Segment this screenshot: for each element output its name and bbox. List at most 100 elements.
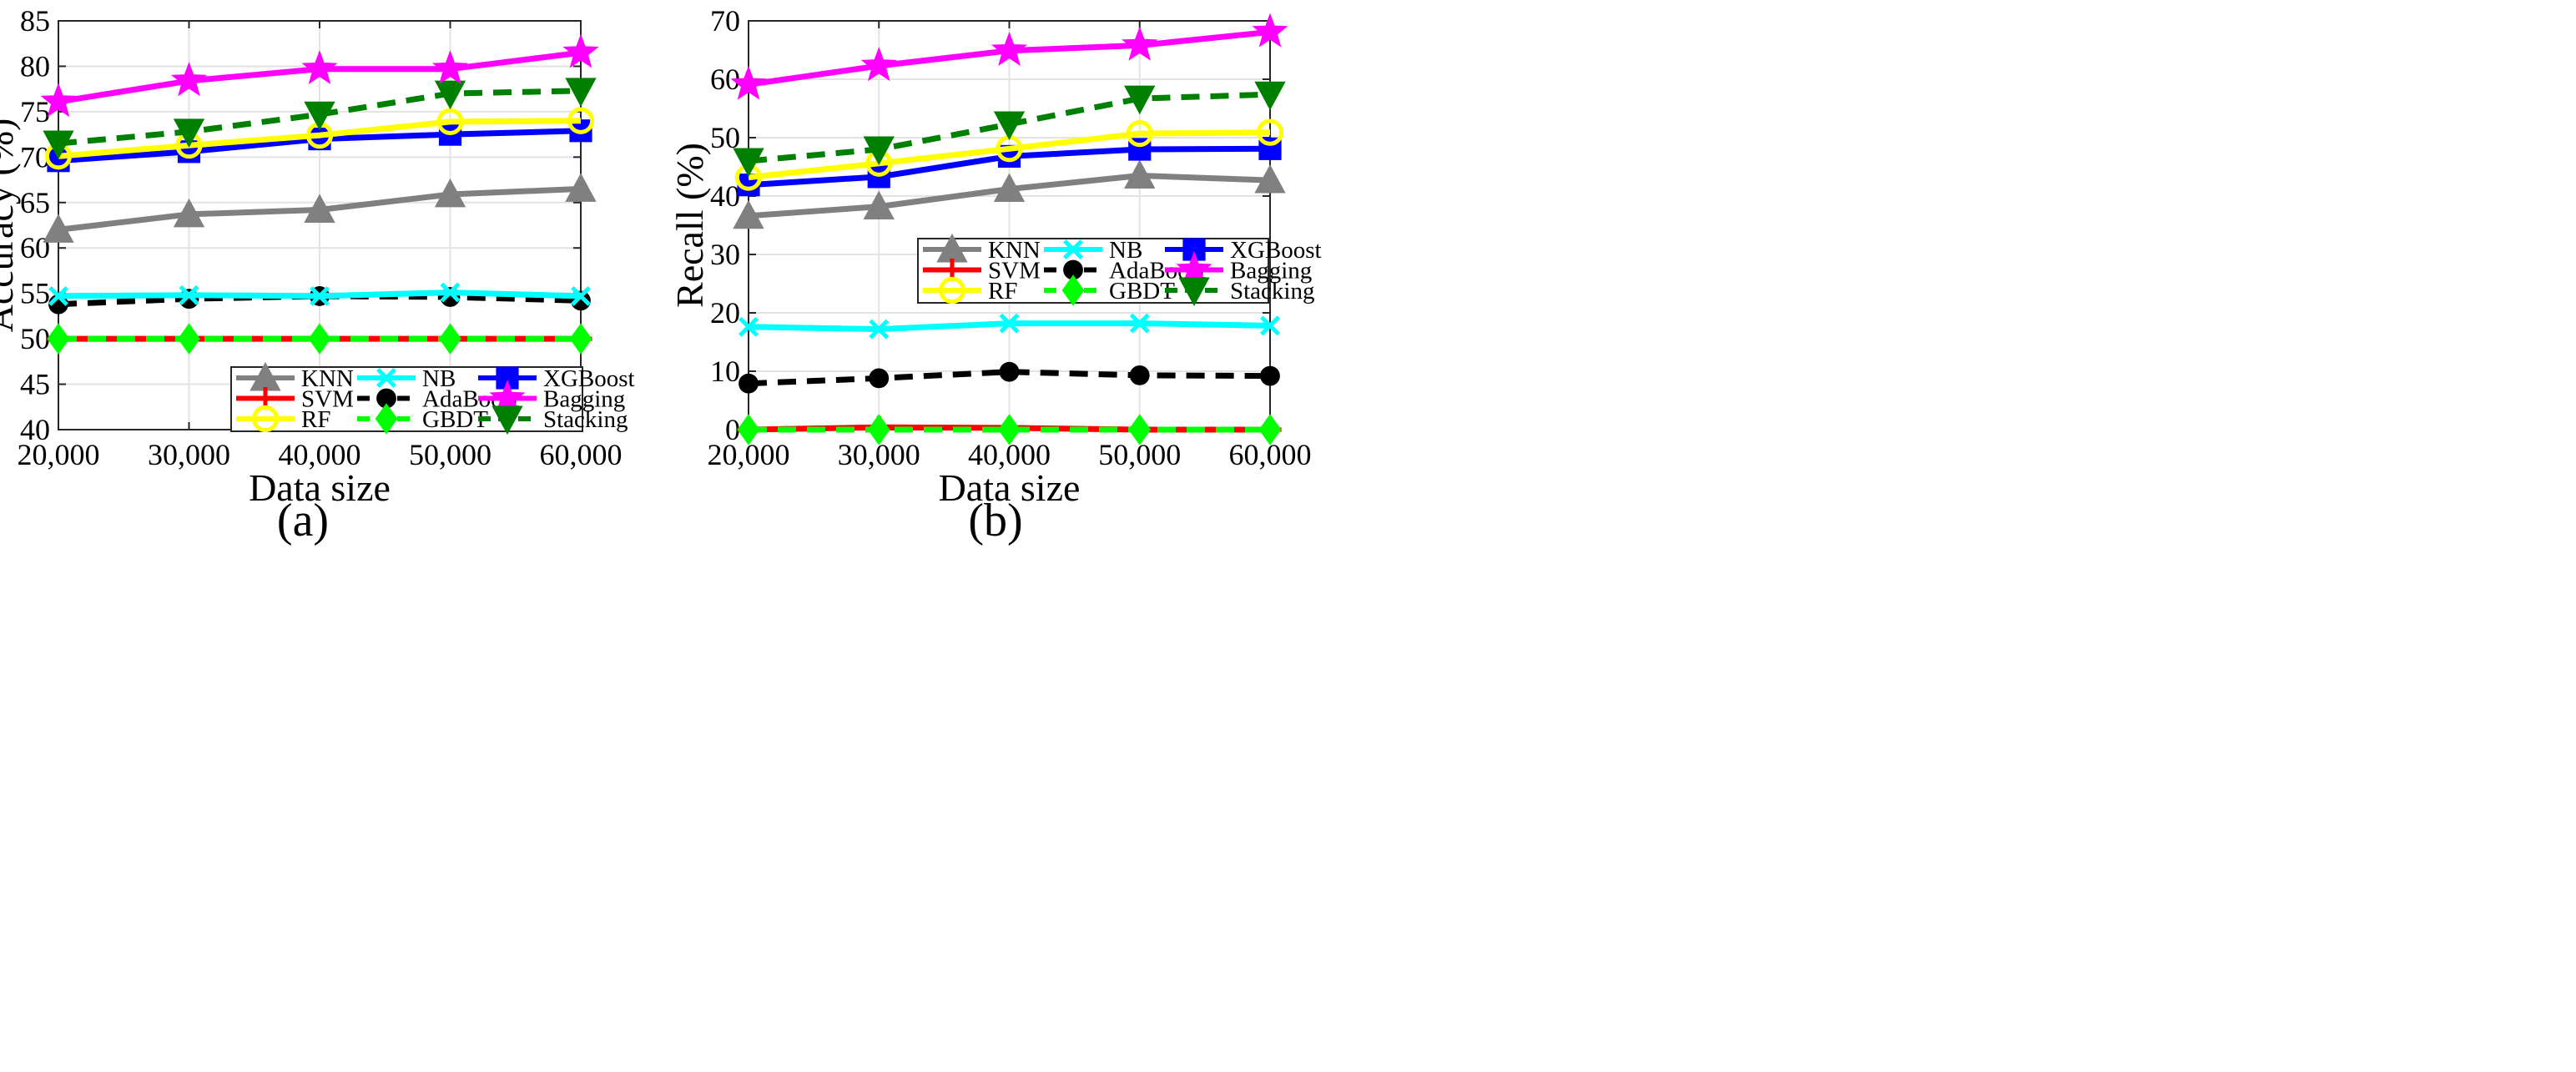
series-bagging [40,33,599,118]
legend-label-bagging: Bagging [1230,258,1312,284]
point-bagging [991,31,1028,67]
point-gbdt [1258,414,1282,445]
legend-item-svm: SVM [236,386,354,413]
y-tick-label: 10 [710,355,740,388]
point-knn [1124,159,1156,189]
legend-label-rf: RF [301,406,330,433]
point-knn [565,173,597,202]
legend-marker-gbdt [375,403,398,435]
point-rf [1256,118,1284,146]
series-line-rf [748,129,1271,181]
point-adaboost [869,368,890,389]
point-nb [440,282,461,303]
legend-label-bagging: Bagging [543,386,625,413]
point-rf [567,107,595,134]
point-stacking [173,118,205,148]
y-tick-label: 65 [20,186,50,219]
legend-marker-nb [376,368,396,388]
series-nb [739,313,1280,340]
y-tick-label: 70 [710,4,740,38]
legend-marker-bagging [1176,250,1212,285]
point-bagging [730,65,767,100]
point-knn [733,199,764,229]
y-tick-label: 85 [20,4,50,38]
point-rf [1126,120,1153,148]
legend-item-rf: RF [923,276,1017,304]
legend-marker-rf [251,405,280,433]
legend-label-gbdt: GBDT [1109,278,1175,304]
x-tick-label: 60,000 [540,438,623,471]
legend-label-knn: KNN [988,237,1041,264]
legend-marker-nb [1063,239,1083,259]
point-stacking [304,101,335,131]
legend-marker-stacking [1178,277,1210,307]
point-nb [1260,315,1280,336]
x-axis-label: Data size [249,466,391,509]
y-tick-label: 40 [20,413,50,446]
point-gbdt [47,323,70,355]
point-nb [571,285,591,306]
point-stacking [1124,85,1156,115]
legend-label-rf: RF [988,278,1017,304]
point-nb [179,284,199,305]
legend-item-stacking: Stacking [1165,277,1315,307]
x-tick-label: 50,000 [409,438,492,471]
legend-marker-adaboost [1063,259,1083,280]
y-tick-label: 75 [20,95,50,128]
point-adaboost [999,361,1020,382]
legend-item-bagging: Bagging [1165,250,1312,285]
y-tick-label: 80 [20,49,50,83]
legend-label-nb: NB [422,365,456,392]
x-axis-label: Data size [939,466,1081,509]
legend-item-stacking: Stacking [478,405,628,435]
point-knn [173,198,205,228]
point-gbdt [1128,414,1152,445]
point-stacking [733,148,764,178]
point-bagging [431,50,469,85]
point-bagging [40,83,77,118]
legend-item-nb: NB [1044,237,1142,264]
point-knn [1254,164,1286,194]
chart-panel-b: 20,000 30,000 40,000 50,000 60,0000102030405… [668,4,1322,546]
point-knn [43,214,74,243]
series-line-stacking [58,88,582,147]
legend-item-rf: RF [236,405,330,433]
point-rf [436,108,464,135]
point-nb [310,285,330,306]
legend-marker-stacking [492,405,523,435]
point-nb [48,285,68,306]
legend-label-knn: KNN [301,365,354,392]
point-gbdt [569,323,592,355]
point-stacking [434,80,466,110]
point-gbdt [737,414,760,445]
series-adaboost [739,361,1280,394]
point-bagging [562,33,599,68]
legend-label-svm: SVM [301,386,354,413]
legend-label-xgboost: XGBoost [1230,237,1322,264]
legend-label-nb: NB [1109,237,1142,264]
series-stacking [43,78,597,160]
point-adaboost [739,373,759,394]
legend-label-stacking: Stacking [543,406,628,433]
y-tick-label: 55 [20,277,50,310]
panel-label: (b) [968,495,1022,546]
series-line-rf [58,118,582,159]
point-gbdt [867,414,890,445]
point-bagging [1122,26,1158,61]
chart-panel-a: 20,000 30,000 40,000 50,000 60,000 40 45 50 55 60… [0,4,635,546]
y-tick-label: 45 [20,368,50,401]
point-adaboost [1129,365,1150,385]
legend-label-svm: SVM [988,258,1041,284]
point-stacking [43,130,74,160]
y-tick-label: 20 [710,296,740,330]
point-stacking [565,78,597,107]
point-stacking [1254,81,1286,111]
series-rf [44,107,595,170]
legend-item-gbdt: GBDT [357,403,488,435]
point-knn [863,190,895,220]
legend-label-stacking: Stacking [1230,278,1315,304]
legend-marker-bagging [489,379,526,414]
